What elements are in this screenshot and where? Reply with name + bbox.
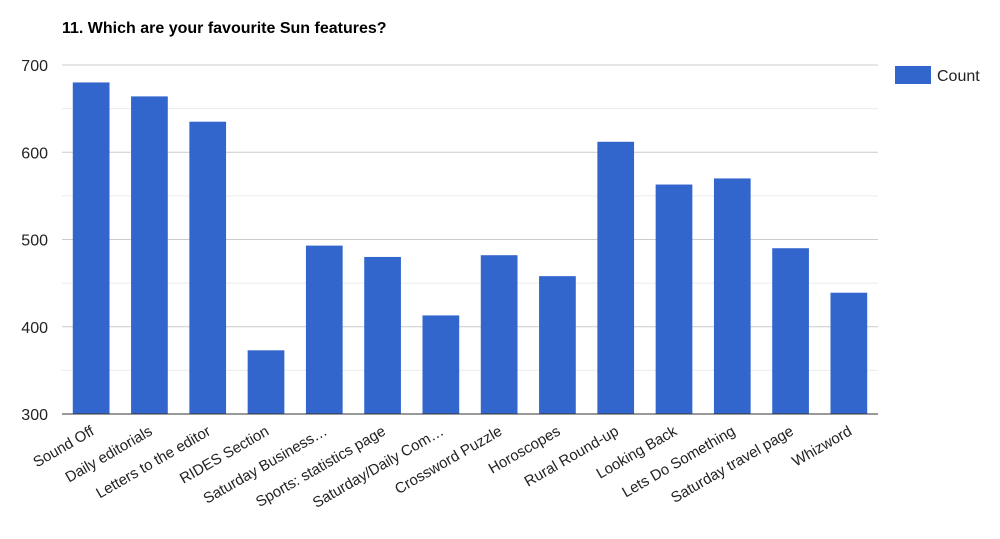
bar[interactable] (539, 276, 576, 414)
bar[interactable] (247, 350, 285, 414)
y-tick-label: 300 (21, 407, 48, 424)
chart-title: 11. Which are your favourite Sun feature… (62, 20, 387, 37)
legend-label: Count (937, 68, 980, 85)
bar[interactable] (189, 121, 227, 415)
bar[interactable] (131, 96, 168, 414)
bar[interactable] (655, 184, 693, 414)
y-axis-ticks: 300 400 500 600 700 (21, 58, 48, 424)
y-tick-label: 600 (21, 145, 48, 162)
bar[interactable] (830, 292, 868, 414)
y-tick-label: 500 (21, 233, 48, 250)
bar[interactable] (364, 256, 401, 414)
bar[interactable] (422, 315, 460, 414)
bar[interactable] (72, 82, 110, 414)
bar[interactable] (772, 248, 809, 414)
x-tick-label: Whizword (789, 423, 855, 471)
y-tick-label: 700 (21, 58, 48, 75)
grid-lines (62, 64, 878, 371)
legend: Count (895, 66, 980, 85)
bar[interactable] (597, 141, 635, 414)
y-tick-label: 400 (21, 320, 48, 337)
bars (72, 82, 868, 415)
bar[interactable] (713, 178, 751, 414)
legend-swatch (895, 66, 931, 84)
bar[interactable] (305, 245, 343, 414)
bar[interactable] (480, 255, 518, 414)
